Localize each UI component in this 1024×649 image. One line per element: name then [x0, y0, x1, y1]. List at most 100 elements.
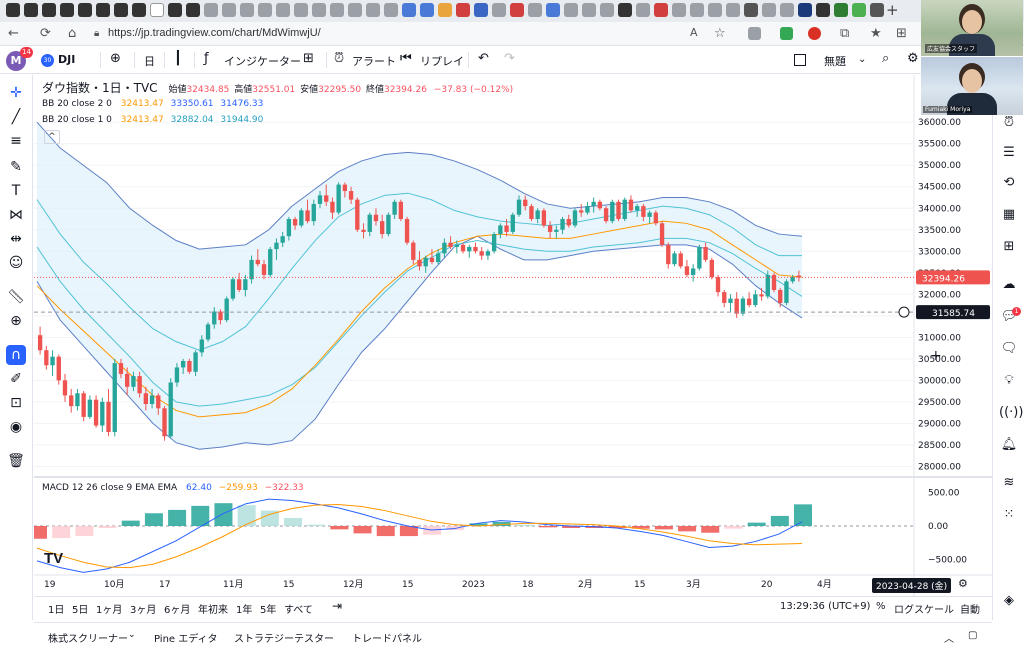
url-text[interactable]: https://jp.tradingview.com/chart/MdWimwj… [108, 27, 321, 39]
tradingview-logo[interactable]: TV [44, 550, 64, 567]
alarm-clock-icon[interactable]: ⏰︎ [1003, 115, 1015, 130]
browser-tab[interactable] [654, 3, 668, 17]
browser-tab[interactable] [870, 3, 884, 17]
brush-icon[interactable]: ✎ [10, 159, 22, 175]
ruler-icon[interactable]: 📏︎ [7, 289, 25, 305]
price-chart[interactable]: 36000.00 35500.00 35000.00 34500.00 34000.00… [34, 75, 992, 596]
browser-tab[interactable] [744, 3, 758, 17]
gear-icon[interactable]: ⚙︎ [907, 51, 919, 66]
range-3m[interactable]: 3ヶ月 [130, 605, 157, 616]
browser-tab[interactable] [96, 3, 110, 17]
home-icon[interactable]: ⌂ [68, 26, 77, 41]
calendar-icon[interactable]: ▦ [1002, 207, 1016, 222]
extension-icon[interactable] [748, 27, 761, 40]
browser-tab[interactable] [834, 3, 848, 17]
ideas-cloud-icon[interactable]: ☁︎ [1002, 277, 1016, 292]
range-1y[interactable]: 1年 [236, 605, 253, 616]
browser-tab[interactable] [582, 3, 596, 17]
range-1m[interactable]: 1ヶ月 [96, 605, 123, 616]
chevron-down-icon[interactable]: ⌄ [858, 54, 867, 65]
lock-icon[interactable]: ⊡ [10, 395, 22, 411]
screener-chevron-icon[interactable]: ⌄ [128, 630, 136, 640]
browser-tab[interactable] [114, 3, 128, 17]
tab-strategy-tester[interactable]: ストラテジーテスター [234, 634, 334, 645]
range-ytd[interactable]: 年初来 [198, 605, 228, 616]
wave-icon[interactable]: ≋ [1003, 475, 1015, 490]
symbol-title[interactable]: ダウ指数・1日・TVC [42, 81, 158, 95]
pattern-icon[interactable]: ⋈ [9, 207, 23, 223]
redo-icon[interactable]: ↷ [504, 51, 515, 66]
range-1d[interactable]: 1日 [48, 605, 65, 616]
browser-tab[interactable] [258, 3, 272, 17]
alert-button[interactable]: アラート [352, 55, 396, 68]
extension-icon[interactable] [808, 27, 821, 40]
clock-time[interactable]: 13:29:36 (UTC+9) [780, 601, 871, 612]
browser-tab[interactable] [546, 3, 560, 17]
browser-tab[interactable] [42, 3, 56, 17]
indicators-button[interactable]: インジケーター [224, 55, 301, 68]
browser-tab[interactable] [420, 3, 434, 17]
reload-icon[interactable]: ⟳ [40, 26, 51, 41]
browser-tab[interactable] [276, 3, 290, 17]
browser-tab[interactable] [708, 3, 722, 17]
range-5y[interactable]: 5年 [260, 605, 277, 616]
percent-toggle[interactable]: % [876, 601, 886, 612]
prediction-icon[interactable]: ⇹ [10, 231, 22, 247]
read-aloud-icon[interactable]: A [690, 26, 698, 39]
lock-drawing-pen-icon[interactable]: ✐ [10, 371, 22, 387]
browser-tab[interactable] [330, 3, 344, 17]
tab-stock-screener[interactable]: 株式スクリーナー [48, 634, 128, 645]
browser-tab[interactable] [60, 3, 74, 17]
back-icon[interactable]: ← [8, 26, 19, 41]
bb1-indicator-name[interactable]: BB 20 close 1 0 [42, 115, 112, 125]
browser-tab[interactable] [798, 3, 812, 17]
browser-tab[interactable] [132, 3, 146, 17]
add-favorite-icon[interactable]: ☆ [714, 26, 726, 41]
browser-tab[interactable] [510, 3, 524, 17]
browser-tab[interactable] [366, 3, 380, 17]
crosshair-icon[interactable]: ✛ [10, 85, 22, 101]
extension-icon[interactable] [780, 27, 793, 40]
candle-style-icon[interactable]: ┃ [174, 51, 182, 66]
panel-collapse-icon[interactable]: ︿ [944, 634, 954, 645]
log-scale-toggle[interactable]: ログスケール [894, 605, 954, 616]
macd-indicator-name[interactable]: MACD 12 26 close 9 EMA EMA [42, 483, 178, 493]
browser-tab[interactable] [294, 3, 308, 17]
browser-tab[interactable] [816, 3, 830, 17]
tab-trading-panel[interactable]: トレードパネル [352, 634, 422, 645]
extensions-icon[interactable]: ⧉ [840, 26, 850, 41]
browser-tab[interactable] [24, 3, 38, 17]
search-icon[interactable]: ⌕ [882, 51, 890, 66]
auto-scale-toggle[interactable]: 自動 [960, 605, 980, 616]
tab-pine-editor[interactable]: Pine エディタ [154, 634, 218, 645]
symbol-search-button[interactable]: DJI [58, 53, 76, 66]
browser-tab[interactable] [600, 3, 614, 17]
browser-tab[interactable] [636, 3, 650, 17]
templates-icon[interactable]: ⊞ [303, 51, 314, 66]
browser-tab[interactable] [438, 3, 452, 17]
browser-tab[interactable] [222, 3, 236, 17]
magnet-icon[interactable]: ∩ [6, 345, 26, 365]
panel-maximize-icon[interactable]: ▢ [968, 630, 978, 641]
browser-tab[interactable] [474, 3, 488, 17]
browser-tab[interactable] [186, 3, 200, 17]
legend-collapse-button[interactable]: ^ [44, 130, 60, 144]
browser-tab[interactable] [528, 3, 542, 17]
range-6m[interactable]: 6ヶ月 [164, 605, 191, 616]
alert-clock-icon[interactable]: ⏰︎ [334, 51, 345, 66]
replay-button[interactable]: リプレイ [420, 55, 464, 68]
eye-icon[interactable]: ◉ [9, 419, 23, 435]
layout-name[interactable]: 無題 [824, 55, 846, 68]
indicators-icon[interactable]: ƒ [204, 51, 209, 66]
browser-tab[interactable] [168, 3, 182, 17]
browser-tab[interactable] [78, 3, 92, 17]
browser-tab[interactable] [492, 3, 506, 17]
browser-tab[interactable] [762, 3, 776, 17]
lock-icon[interactable]: 🔒︎ [94, 28, 100, 39]
trash-icon[interactable]: 🗑︎ [7, 453, 25, 469]
trend-line-icon[interactable]: ╱ [11, 109, 21, 125]
lightbulb-icon[interactable]: 💡︎ [1004, 373, 1014, 388]
compare-add-symbol-icon[interactable]: ⊕ [110, 51, 121, 66]
interval-button[interactable]: 日 [144, 55, 155, 68]
browser-tab[interactable] [348, 3, 362, 17]
